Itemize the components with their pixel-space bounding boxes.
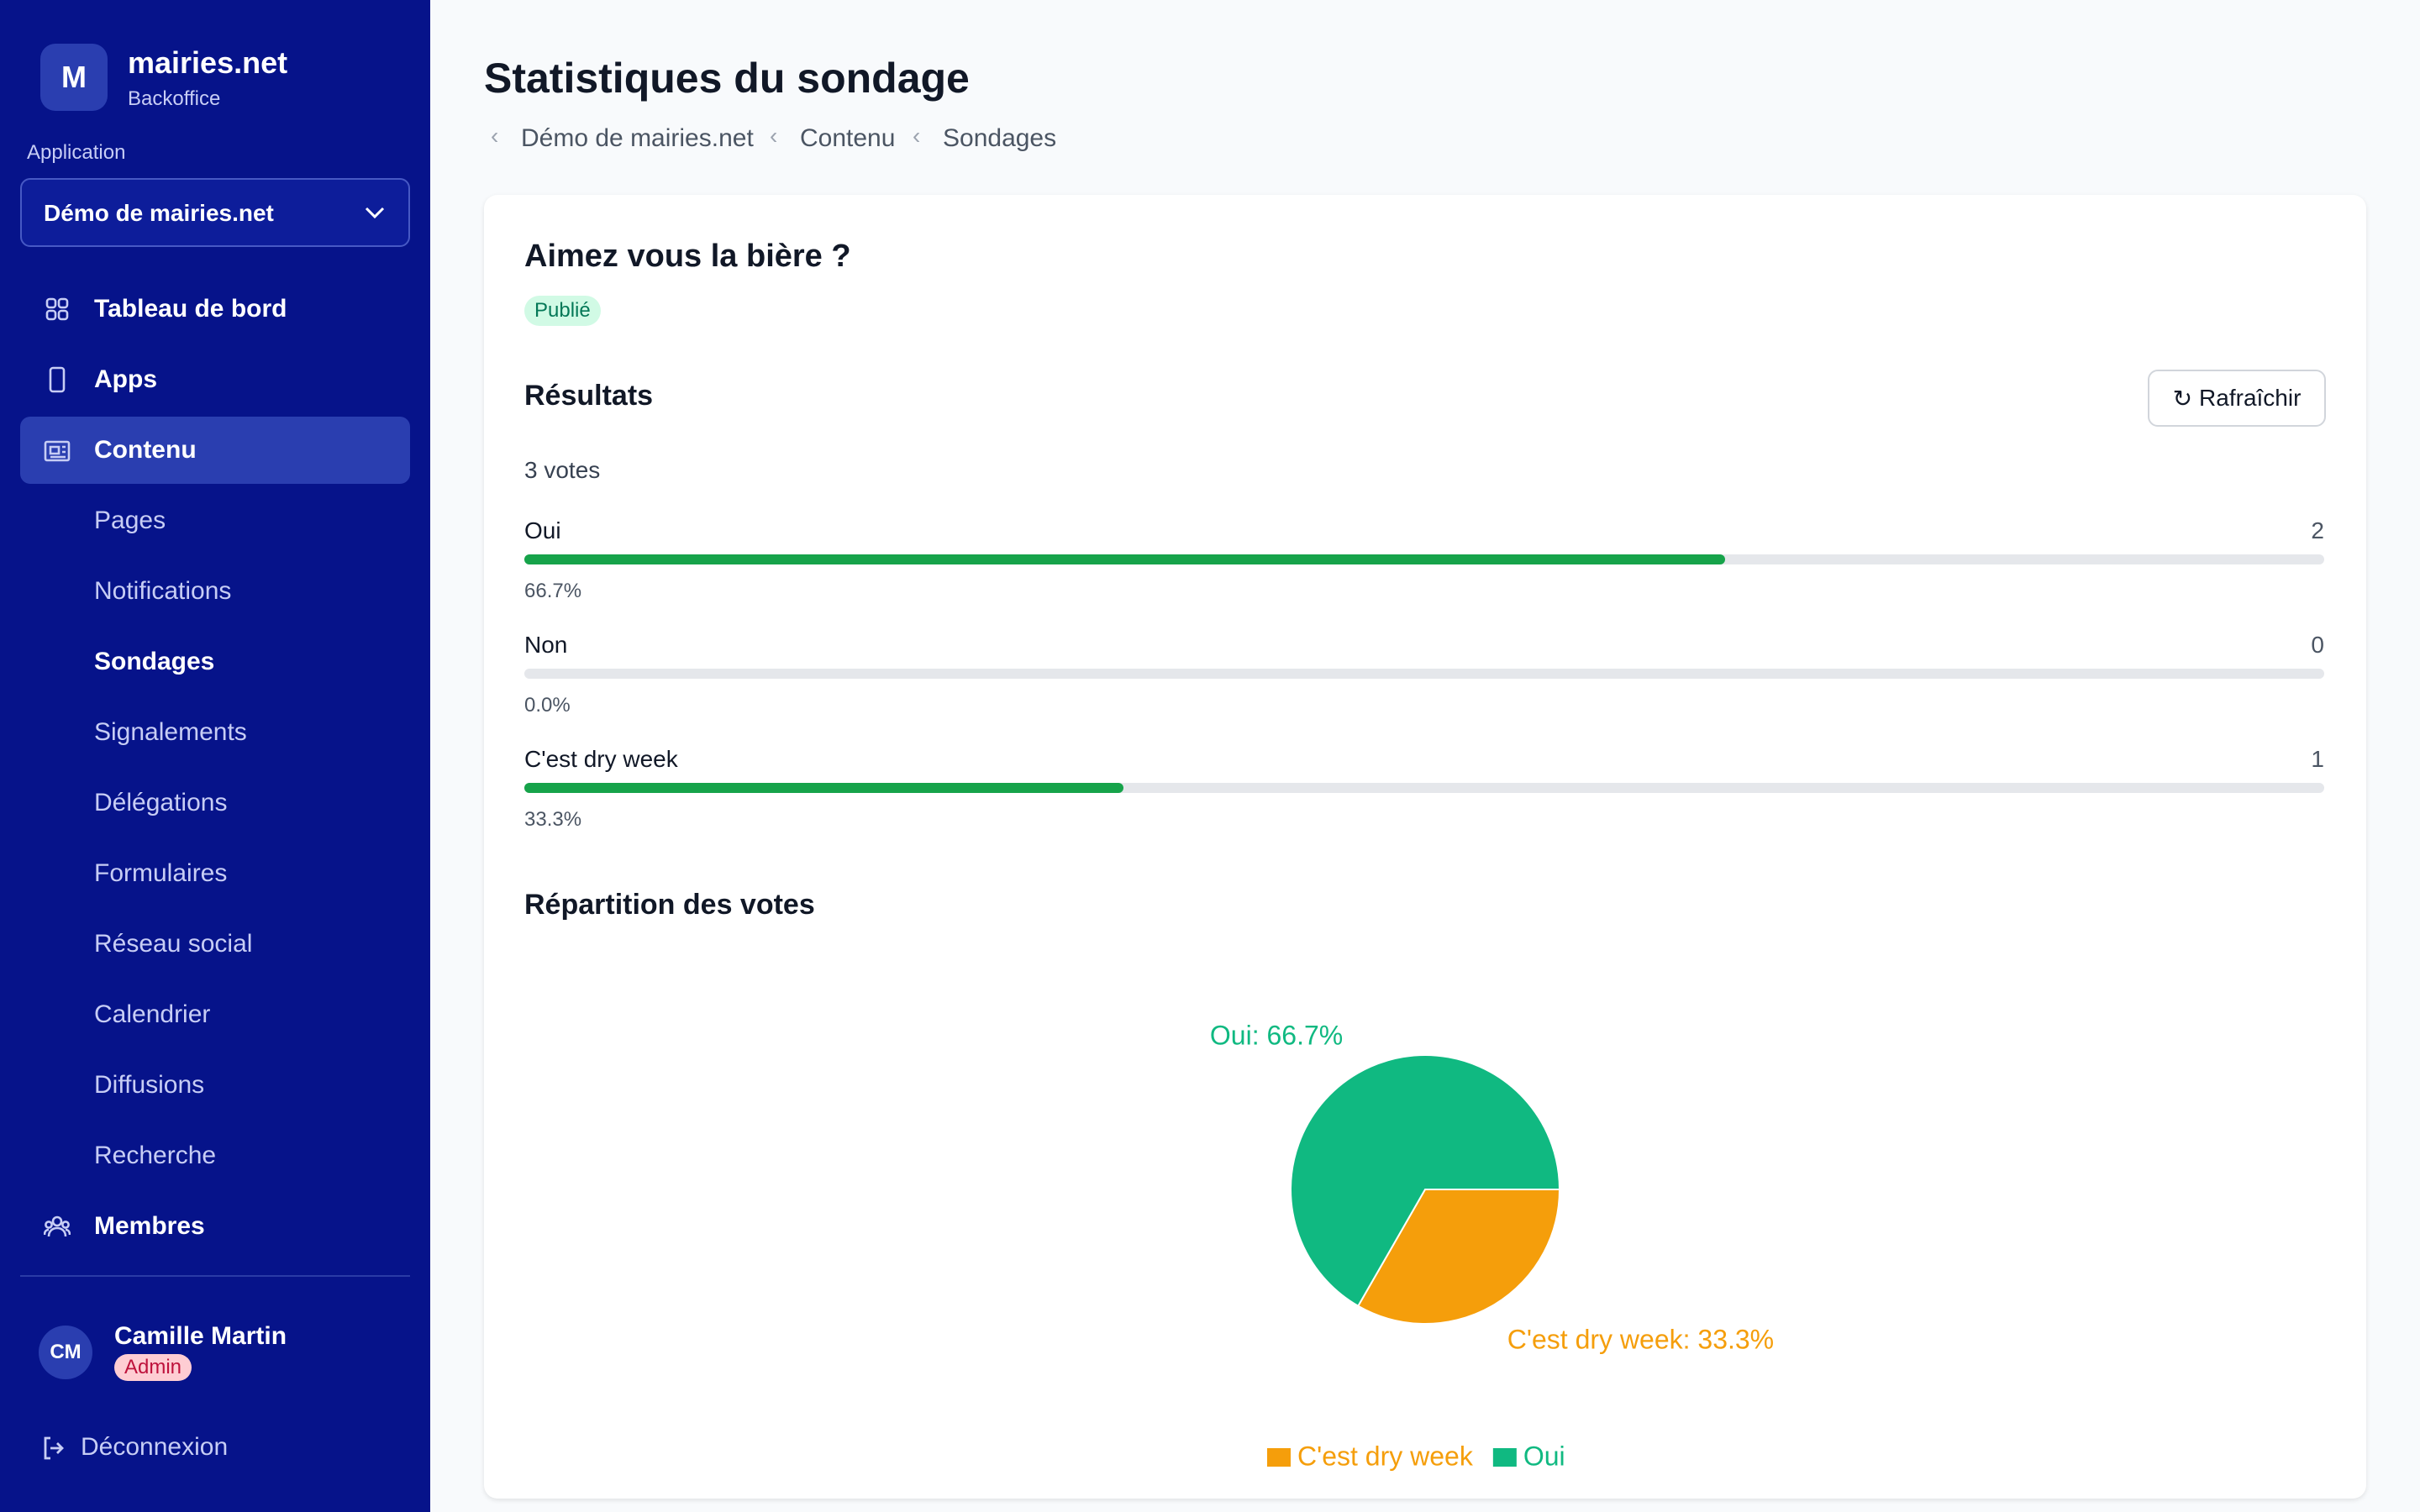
option-label: Oui bbox=[524, 517, 561, 543]
logout-icon bbox=[44, 1436, 64, 1460]
bar-fill bbox=[524, 783, 1124, 793]
nav-item[interactable]: Contenu bbox=[94, 436, 197, 464]
nav-icon bbox=[44, 1215, 71, 1237]
option-label: Non bbox=[524, 632, 568, 658]
option-percent: 0.0% bbox=[524, 694, 571, 717]
divider bbox=[20, 1275, 410, 1277]
nav-item[interactable]: Membres bbox=[94, 1212, 205, 1240]
nav-item[interactable]: Notifications bbox=[94, 577, 232, 605]
option-label: C'est dry week bbox=[524, 746, 678, 772]
chart-title: Répartition des votes bbox=[524, 889, 815, 921]
nav-item[interactable]: Sondages bbox=[94, 648, 215, 675]
role-badge: Admin bbox=[114, 1354, 192, 1381]
pie-slice bbox=[1356, 1189, 1561, 1326]
bar-track bbox=[524, 554, 2324, 564]
nav-item[interactable]: Réseau social bbox=[94, 930, 253, 958]
bar-track bbox=[524, 783, 2324, 793]
chevron bbox=[365, 207, 385, 219]
legend-swatch bbox=[1492, 1448, 1517, 1467]
status-badge: Publié bbox=[524, 296, 601, 326]
option-count: 1 bbox=[2311, 746, 2324, 772]
nav-item[interactable]: Signalements bbox=[94, 718, 247, 746]
nav-icon bbox=[44, 440, 71, 462]
question: Aimez vous la bière ? bbox=[524, 239, 851, 274]
pie-label: Oui: 66.7% bbox=[1210, 1021, 1343, 1051]
option-percent: 66.7% bbox=[524, 580, 582, 602]
nav-item[interactable]: Tableau de bord bbox=[94, 295, 287, 323]
logo: M bbox=[40, 44, 108, 111]
user-name: Camille Martin bbox=[114, 1322, 287, 1350]
nav-item[interactable]: Apps bbox=[94, 365, 157, 393]
nav-item[interactable]: Formulaires bbox=[94, 859, 228, 887]
app-select-value: Démo de mairies.net bbox=[44, 200, 274, 226]
votes-count: 3 votes bbox=[524, 457, 601, 483]
breadcrumb-item[interactable]: Démo de mairies.net bbox=[521, 124, 754, 152]
card: Aimez vous la bière ? Publié Résultats ↻… bbox=[484, 195, 2366, 1499]
nav-icon bbox=[45, 297, 69, 321]
breadcrumb-chevron: ‹ bbox=[770, 123, 778, 149]
option-count: 2 bbox=[2311, 517, 2324, 543]
refresh-icon: ↻ bbox=[2172, 385, 2193, 412]
nav-item[interactable]: Délégations bbox=[94, 789, 228, 816]
nav-item[interactable]: Pages bbox=[94, 507, 166, 534]
active-bg bbox=[20, 417, 410, 484]
refresh-label: Rafraîchir bbox=[2199, 385, 2302, 411]
logout[interactable]: Déconnexion bbox=[81, 1433, 229, 1461]
legend-label[interactable]: C'est dry week bbox=[1297, 1441, 1474, 1471]
breadcrumb-chevron: ‹ bbox=[913, 123, 921, 149]
nav-icon bbox=[49, 366, 66, 393]
breadcrumb-item[interactable]: Sondages bbox=[943, 124, 1057, 152]
pie-chart: C'est dry week: 33.3% Oui: 66.7% C'est dry… bbox=[1210, 1021, 1774, 1472]
brand-subtitle: Backoffice bbox=[128, 87, 221, 110]
nav-item[interactable]: Diffusions bbox=[94, 1071, 205, 1099]
results-title: Résultats bbox=[524, 380, 654, 412]
sidebar: M mairies.net Backoffice Application Dém… bbox=[0, 0, 430, 1512]
breadcrumb-chevron: ‹ bbox=[491, 123, 499, 149]
app-label: Application bbox=[27, 141, 126, 164]
nav-item[interactable]: Recherche bbox=[94, 1142, 217, 1169]
option-count: 0 bbox=[2311, 632, 2324, 658]
app-select[interactable]: Démo de mairies.net bbox=[20, 178, 410, 247]
legend-swatch bbox=[1267, 1448, 1291, 1467]
refresh-button[interactable]: ↻ Rafraîchir bbox=[2148, 370, 2326, 427]
bar-track bbox=[524, 669, 2324, 679]
option-percent: 33.3% bbox=[524, 808, 582, 831]
legend-label[interactable]: Oui bbox=[1523, 1441, 1565, 1471]
pie-slice bbox=[1290, 1054, 1561, 1308]
breadcrumb-item[interactable]: Contenu bbox=[800, 124, 896, 152]
page-title: Statistiques du sondage bbox=[484, 55, 970, 102]
nav-item[interactable]: Calendrier bbox=[94, 1000, 211, 1028]
brand: mairies.net bbox=[128, 45, 288, 80]
pie-label: C'est dry week: 33.3% bbox=[1507, 1324, 1774, 1354]
bar-fill bbox=[524, 554, 1725, 564]
avatar: CM bbox=[39, 1326, 92, 1379]
